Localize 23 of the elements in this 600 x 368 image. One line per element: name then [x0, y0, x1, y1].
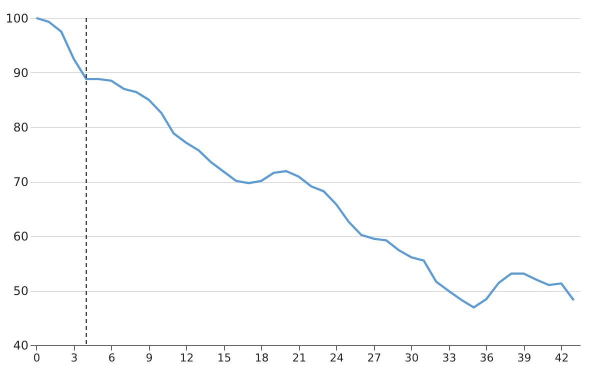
- x-tick-label: 12: [180, 352, 194, 364]
- x-tick-label: 6: [108, 352, 116, 364]
- x-tick-label: 3: [70, 352, 78, 364]
- x-tick-label: 21: [292, 352, 306, 364]
- x-tick-label: 24: [330, 352, 344, 364]
- x-tick-label: 39: [517, 352, 532, 364]
- y-tick-label: 100: [6, 12, 28, 26]
- x-tick-label: 0: [33, 352, 40, 364]
- x-tick-label: 15: [217, 352, 232, 364]
- x-tick-label: 9: [146, 352, 153, 364]
- x-tick-label: 36: [480, 352, 494, 364]
- y-tick-label: 60: [13, 230, 28, 244]
- x-tick-label: 42: [554, 352, 569, 364]
- y-tick-label: 50: [13, 284, 28, 298]
- x-tick-label: 18: [254, 352, 269, 364]
- x-tick-label: 27: [367, 352, 382, 364]
- y-tick-label: 70: [13, 175, 28, 189]
- y-tick-label: 90: [13, 66, 28, 80]
- y-tick-label: 80: [13, 120, 28, 134]
- x-tick-label: 33: [442, 352, 456, 364]
- x-tick-label: 30: [404, 352, 419, 364]
- line-series: [35, 16, 575, 308]
- y-tick-label: 40: [13, 338, 28, 352]
